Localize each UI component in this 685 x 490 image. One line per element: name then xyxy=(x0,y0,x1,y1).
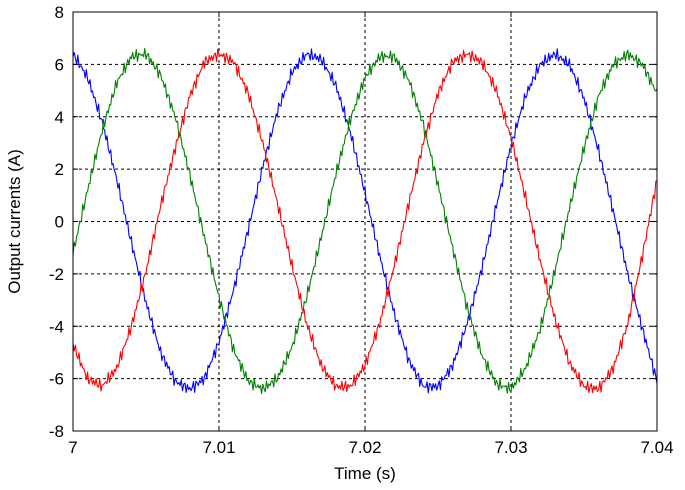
tick-labels: 7 7.01 7.02 7.03 7.04 -8 -6 -4 -2 0 2 4 6 8 xyxy=(49,3,674,457)
y-tick-label: 4 xyxy=(55,108,64,127)
x-tick-label: 7 xyxy=(68,438,77,457)
y-tick-label: 8 xyxy=(55,3,64,22)
y-tick-label: -2 xyxy=(49,265,64,284)
y-tick-label: 0 xyxy=(55,213,64,232)
tick-marks xyxy=(72,11,658,432)
series-group xyxy=(72,47,658,395)
y-tick-label: 6 xyxy=(55,55,64,74)
x-tick-label: 7.03 xyxy=(494,438,527,457)
x-axis-label: Time (s) xyxy=(334,464,396,483)
y-tick-label: -4 xyxy=(49,317,64,336)
x-tick-label: 7.04 xyxy=(640,438,673,457)
series-line-3 xyxy=(72,48,658,394)
series-line-2 xyxy=(72,47,658,395)
grid xyxy=(73,12,657,431)
y-axis-label: Output currents (A) xyxy=(5,149,24,294)
x-tick-label: 7.01 xyxy=(202,438,235,457)
x-tick-label: 7.02 xyxy=(348,438,381,457)
y-tick-label: -8 xyxy=(49,422,64,441)
y-tick-label: -6 xyxy=(49,370,64,389)
series-line-1 xyxy=(72,48,658,394)
y-tick-label: 2 xyxy=(55,160,64,179)
